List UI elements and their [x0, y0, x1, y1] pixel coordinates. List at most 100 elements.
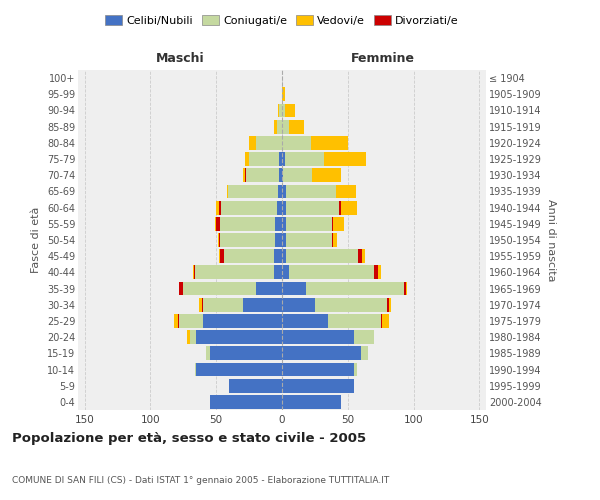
Bar	[282, 200, 286, 214]
Bar	[196, 362, 282, 376]
Bar	[311, 136, 348, 149]
Bar	[275, 217, 282, 230]
Bar	[178, 314, 179, 328]
Bar	[282, 88, 284, 101]
Bar	[282, 298, 315, 312]
Bar	[220, 233, 275, 247]
Bar	[227, 184, 228, 198]
Bar	[282, 168, 283, 182]
Bar	[277, 200, 282, 214]
Bar	[305, 282, 404, 296]
Text: Maschi: Maschi	[157, 52, 205, 65]
Bar	[332, 233, 334, 247]
Bar	[332, 217, 334, 230]
Bar	[406, 282, 407, 296]
Bar	[282, 104, 284, 118]
Bar	[174, 314, 178, 328]
Bar	[215, 217, 216, 230]
Bar	[282, 395, 341, 409]
Bar	[195, 266, 274, 280]
Bar	[209, 395, 282, 409]
Bar	[249, 152, 280, 166]
Bar	[328, 314, 381, 328]
Bar	[245, 168, 247, 182]
Bar	[183, 282, 256, 296]
Text: COMUNE DI SAN FILI (CS) - Dati ISTAT 1° gennaio 2005 - Elaborazione TUTTITALIA.I: COMUNE DI SAN FILI (CS) - Dati ISTAT 1° …	[12, 476, 389, 485]
Bar	[336, 184, 356, 198]
Bar	[374, 266, 378, 280]
Bar	[179, 282, 183, 296]
Text: Popolazione per età, sesso e stato civile - 2005: Popolazione per età, sesso e stato civil…	[12, 432, 366, 445]
Bar	[280, 168, 282, 182]
Bar	[404, 282, 406, 296]
Bar	[282, 233, 286, 247]
Bar	[187, 330, 190, 344]
Bar	[195, 362, 196, 376]
Bar	[199, 298, 202, 312]
Bar	[278, 104, 280, 118]
Y-axis label: Fasce di età: Fasce di età	[31, 207, 41, 273]
Bar	[194, 266, 195, 280]
Bar	[216, 200, 219, 214]
Bar	[256, 136, 282, 149]
Bar	[358, 250, 362, 263]
Bar	[203, 298, 242, 312]
Bar	[277, 120, 282, 134]
Bar	[278, 184, 282, 198]
Bar	[224, 250, 274, 263]
Bar	[282, 266, 289, 280]
Bar	[382, 314, 389, 328]
Bar	[274, 120, 277, 134]
Bar	[228, 184, 278, 198]
Bar	[190, 330, 196, 344]
Bar	[338, 200, 341, 214]
Bar	[315, 298, 387, 312]
Bar	[282, 314, 328, 328]
Bar	[334, 217, 344, 230]
Bar	[280, 104, 282, 118]
Text: Femmine: Femmine	[352, 52, 415, 65]
Bar	[256, 282, 282, 296]
Bar	[289, 266, 374, 280]
Bar	[280, 152, 282, 166]
Bar	[229, 379, 282, 392]
Bar	[286, 233, 332, 247]
Bar	[341, 200, 357, 214]
Bar	[389, 298, 391, 312]
Bar	[282, 346, 361, 360]
Bar	[334, 233, 337, 247]
Bar	[206, 346, 209, 360]
Bar	[282, 330, 355, 344]
Bar	[274, 250, 282, 263]
Bar	[245, 152, 249, 166]
Bar	[282, 250, 286, 263]
Bar	[282, 282, 305, 296]
Bar	[324, 152, 366, 166]
Bar	[221, 200, 277, 214]
Bar	[219, 233, 220, 247]
Bar	[282, 152, 284, 166]
Bar	[249, 136, 256, 149]
Bar	[286, 217, 332, 230]
Bar	[312, 168, 341, 182]
Legend: Celibi/Nubili, Coniugati/e, Vedovi/e, Divorziati/e: Celibi/Nubili, Coniugati/e, Vedovi/e, Di…	[101, 10, 463, 30]
Bar	[378, 266, 381, 280]
Bar	[284, 104, 295, 118]
Bar	[196, 330, 282, 344]
Bar	[286, 250, 358, 263]
Bar	[284, 152, 324, 166]
Bar	[282, 184, 286, 198]
Bar	[209, 346, 282, 360]
Bar	[283, 168, 312, 182]
Bar	[355, 330, 374, 344]
Bar	[218, 233, 219, 247]
Bar	[202, 298, 203, 312]
Bar	[289, 120, 304, 134]
Y-axis label: Anni di nascita: Anni di nascita	[545, 198, 556, 281]
Bar	[362, 250, 365, 263]
Bar	[282, 217, 286, 230]
Bar	[355, 362, 357, 376]
Bar	[282, 136, 311, 149]
Bar	[242, 168, 245, 182]
Bar	[282, 362, 355, 376]
